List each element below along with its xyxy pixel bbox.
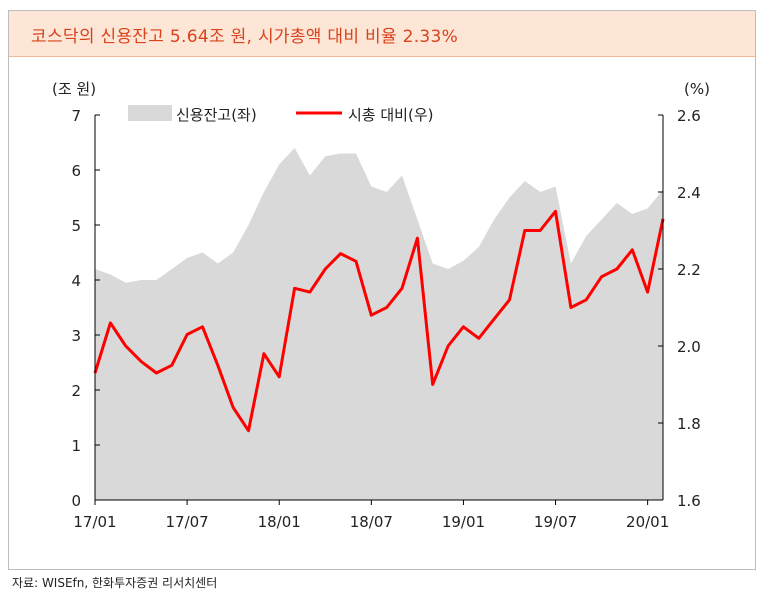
axes-layer: 0 1 2 3 4 5 6 7 1.6 1.8 2.0 2.2 2.4 2.6 17/01 17/07 18/0… (52, 80, 710, 531)
left-tick-label: 0 (71, 492, 81, 510)
left-tick-label: 4 (71, 272, 81, 290)
x-tick-label: 18/07 (350, 513, 393, 531)
line-layer (93, 209, 665, 433)
left-tick-label: 3 (71, 327, 81, 345)
left-tick-label: 2 (71, 382, 81, 400)
right-tick-label: 2.6 (677, 107, 701, 125)
right-tick-label: 2.4 (677, 184, 701, 202)
x-tick-label: 20/01 (626, 513, 669, 531)
left-axis-unit: (조 원) (52, 80, 96, 98)
source-note: 자료: WISEfn, 한화투자증권 리서치센터 (12, 576, 218, 590)
legend-swatch-area (128, 105, 172, 121)
x-tick-label: 19/07 (534, 513, 577, 531)
right-tick-label: 2.2 (677, 261, 701, 279)
legend-label-area: 신용잔고(좌) (176, 106, 257, 124)
title-bar: 코스닥의 신용잔고 5.64조 원, 시가총액 대비 비율 2.33% (9, 11, 755, 57)
legend-label-line: 시총 대비(우) (348, 106, 433, 124)
chart-title: 코스닥의 신용잔고 5.64조 원, 시가총액 대비 비율 2.33% (31, 27, 459, 47)
right-axis-unit: (%) (684, 80, 710, 98)
chart-frame: 코스닥의 신용잔고 5.64조 원, 시가총액 대비 비율 2.33% (8, 10, 756, 570)
left-tick-label: 6 (71, 162, 81, 180)
x-tick-label: 18/01 (258, 513, 301, 531)
market-cap-ratio-line (93, 209, 665, 433)
x-tick-label: 17/01 (73, 513, 116, 531)
x-tick-label: 17/07 (165, 513, 208, 531)
right-tick-label: 2.0 (677, 338, 701, 356)
right-tick-label: 1.8 (677, 415, 701, 433)
legend: 신용잔고(좌) 시총 대비(우) (128, 105, 433, 124)
right-tick-label: 1.6 (677, 492, 701, 510)
credit-balance-area (95, 148, 663, 500)
left-tick-label: 1 (71, 437, 81, 455)
left-tick-label: 5 (71, 217, 81, 235)
left-tick-label: 7 (71, 107, 81, 125)
area-layer (95, 148, 663, 500)
x-tick-label: 19/01 (442, 513, 485, 531)
